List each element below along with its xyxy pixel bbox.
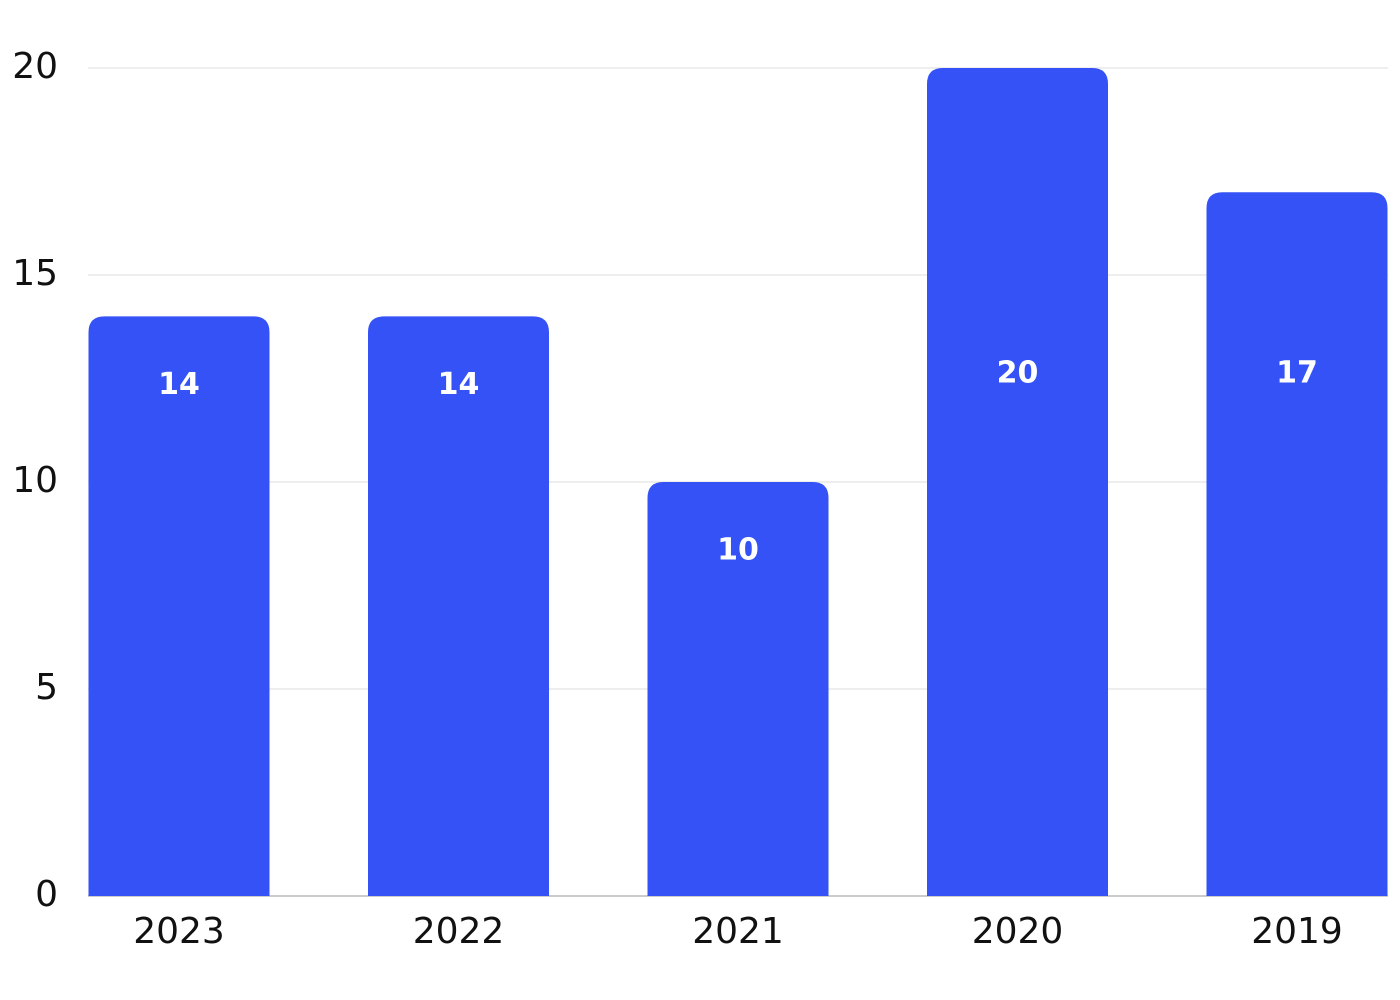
y-tick-label: 5 [35, 667, 58, 708]
x-tick-label: 2023 [133, 911, 225, 952]
value-label: 10 [717, 533, 759, 568]
y-tick-label: 15 [12, 253, 58, 294]
value-label: 14 [158, 367, 200, 402]
x-tick-label: 2020 [972, 911, 1064, 952]
y-tick-label: 0 [35, 874, 58, 915]
bar [927, 68, 1108, 896]
x-tick-label: 2021 [692, 911, 784, 952]
y-tick-label: 20 [12, 46, 58, 87]
x-tick-label: 2022 [413, 911, 505, 952]
value-label: 14 [438, 367, 480, 402]
bar [1206, 192, 1388, 896]
bar [368, 316, 549, 896]
bar [647, 482, 829, 896]
value-label: 17 [1276, 356, 1318, 391]
x-tick-label: 2019 [1251, 911, 1343, 952]
value-label: 20 [997, 356, 1039, 391]
y-tick-label: 10 [12, 460, 58, 501]
bar [88, 316, 270, 896]
